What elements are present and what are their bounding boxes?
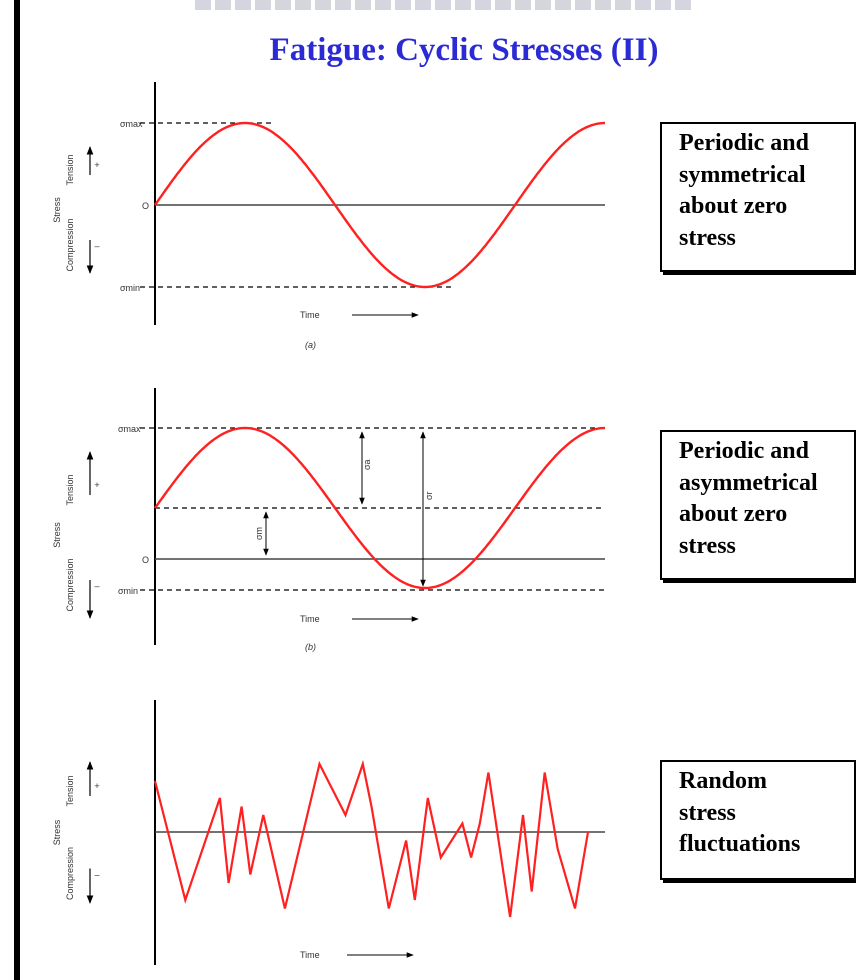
axis-compression-label: Compression <box>65 847 75 900</box>
minus-sign: – <box>94 241 99 251</box>
description-line: Periodic and <box>679 130 809 156</box>
sigma-m-label: σm <box>254 527 264 540</box>
description-line: Periodic and <box>679 438 809 464</box>
description-box-b: Periodic and asymmetrical about zero str… <box>660 430 856 580</box>
axis-compression-label: Compression <box>65 558 75 611</box>
time-label: Time <box>300 310 320 320</box>
description-line: symmetrical <box>679 161 806 188</box>
zero-label: O <box>142 201 149 211</box>
chart-panel-b: σmax σmin O Stress Tension Compression + – σa σr σ… <box>52 388 606 652</box>
stress-curve <box>154 426 606 590</box>
time-label: Time <box>300 614 320 624</box>
sigma-max-label: σmax <box>120 119 143 129</box>
description-line: stress <box>679 224 736 251</box>
stress-curve <box>153 759 590 918</box>
axis-tension-label: Tension <box>65 154 75 185</box>
axis-stress-label: Stress <box>52 522 62 548</box>
caption-label: (a) <box>305 340 316 350</box>
faded-header-text <box>195 0 695 10</box>
sigma-min-label: σmin <box>120 283 140 293</box>
stress-curve <box>154 121 606 289</box>
time-label: Time <box>300 950 320 960</box>
sigma-max-label: σmax <box>118 424 141 434</box>
sigma-min-label: σmin <box>118 586 138 596</box>
description-line: asymmetrical <box>679 469 818 496</box>
description-box-c: Random stress fluctuations <box>660 760 856 880</box>
description-line: about zero <box>679 193 788 219</box>
plus-sign: + <box>94 781 99 791</box>
left-border <box>14 0 20 980</box>
description-line: stress <box>679 532 736 559</box>
minus-sign: – <box>94 870 99 880</box>
slide-title: Fatigue: Cyclic Stresses (II) <box>269 32 659 68</box>
chart-panel-a: σmax σmin O Stress Tension Compression + – Time (… <box>52 82 606 350</box>
axis-tension-label: Tension <box>65 775 75 806</box>
axis-compression-label: Compression <box>65 218 75 271</box>
description-line: Random <box>679 768 768 794</box>
description-box-a: Periodic and symmetrical about zero stre… <box>660 122 856 272</box>
axis-tension-label: Tension <box>65 474 75 505</box>
sigma-r-label: σr <box>424 491 434 500</box>
sigma-a-label: σa <box>362 459 372 470</box>
caption-label: (b) <box>305 642 316 652</box>
description-line: stress <box>679 799 736 826</box>
plus-sign: + <box>94 480 99 490</box>
plus-sign: + <box>94 160 99 170</box>
axis-stress-label: Stress <box>52 197 62 223</box>
axis-stress-label: Stress <box>52 819 62 845</box>
description-line: about zero <box>679 501 788 527</box>
minus-sign: – <box>94 581 99 591</box>
zero-label: O <box>142 555 149 565</box>
description-line: fluctuations <box>679 831 801 857</box>
